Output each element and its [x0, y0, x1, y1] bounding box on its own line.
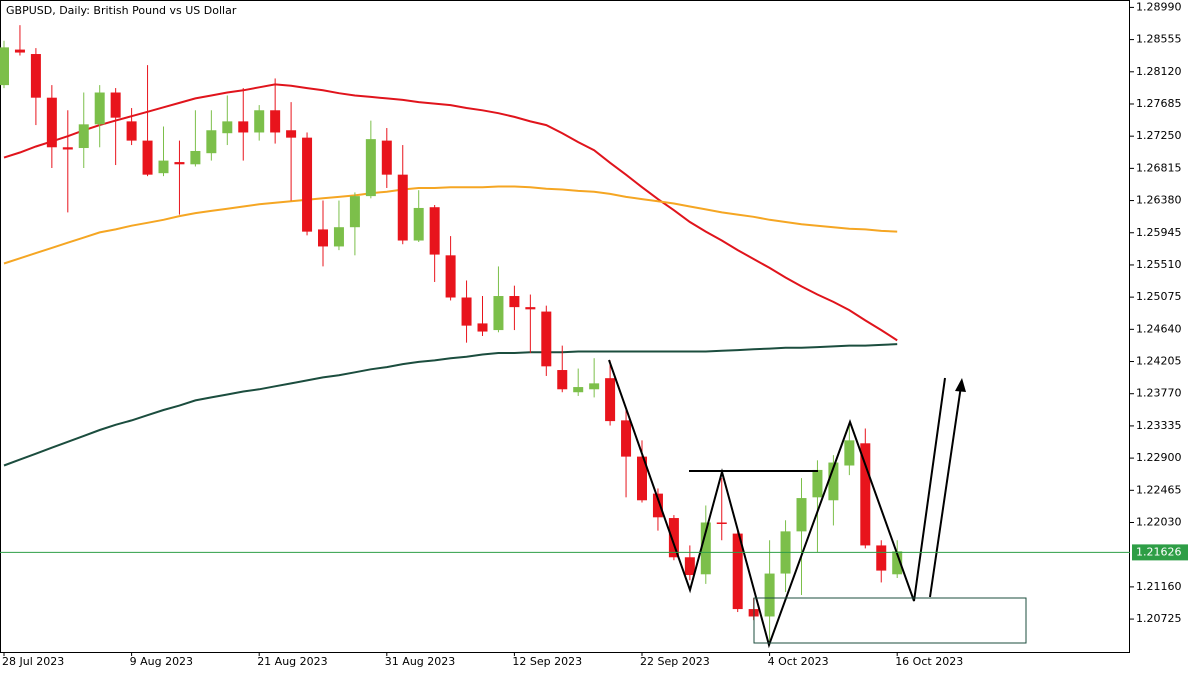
- candle-body: [30, 54, 41, 98]
- arrow-line: [929, 385, 962, 598]
- candle-body: [349, 196, 360, 228]
- candle-body: [652, 493, 663, 518]
- candle-body: [413, 207, 424, 241]
- candle-body: [461, 297, 472, 326]
- y-tick-label: 1.22465: [1136, 483, 1182, 496]
- y-tick-label: 1.27250: [1136, 129, 1182, 142]
- y-tick-label: 1.26815: [1136, 161, 1182, 174]
- candle-body: [190, 150, 201, 165]
- candle-body: [302, 137, 313, 232]
- y-tick-label: 1.27685: [1136, 97, 1182, 110]
- candle-body: [493, 296, 504, 331]
- x-tick-label: 28 Jul 2023: [2, 655, 64, 668]
- candle-body: [222, 121, 233, 134]
- candle-body: [589, 383, 600, 390]
- x-tick-label: 9 Aug 2023: [130, 655, 193, 668]
- y-tick-label: 1.28555: [1136, 33, 1182, 46]
- candle-body: [668, 518, 679, 558]
- candle-body: [764, 573, 775, 617]
- y-tick-label: 1.28990: [1136, 0, 1182, 13]
- candle-body: [62, 147, 73, 150]
- candle-body: [828, 462, 839, 501]
- x-tick-label: 21 Aug 2023: [257, 655, 327, 668]
- candle-body: [429, 207, 440, 255]
- candle-body: [14, 49, 25, 53]
- demand-zone: [753, 597, 1027, 644]
- candle-body: [46, 97, 57, 148]
- candle-body: [860, 443, 871, 546]
- candle-body: [844, 440, 855, 466]
- candle-body: [573, 387, 584, 393]
- candle-body: [684, 557, 695, 576]
- candle-body: [605, 378, 616, 422]
- x-tick-label: 16 Oct 2023: [895, 655, 963, 668]
- x-tick-label: 12 Sep 2023: [512, 655, 582, 668]
- annotations: [608, 359, 1027, 649]
- y-tick-label: 1.25945: [1136, 226, 1182, 239]
- candle-body: [78, 124, 89, 149]
- candle-body: [700, 522, 711, 575]
- arrow-head: [955, 378, 966, 392]
- moving-average-line: [3, 185, 898, 265]
- x-tick-label: 22 Sep 2023: [640, 655, 710, 668]
- candle-body: [365, 139, 376, 197]
- marks: [0, 25, 903, 646]
- x-tick-label: 4 Oct 2023: [768, 655, 829, 668]
- candle-body: [158, 160, 169, 174]
- candle-body: [270, 110, 281, 133]
- candle-body: [94, 92, 105, 125]
- moving-average-line: [3, 83, 898, 342]
- y-tick-label: 1.22900: [1136, 451, 1182, 464]
- candle-body: [238, 121, 249, 133]
- candle-body: [876, 545, 887, 571]
- candle-body: [110, 92, 121, 118]
- candle-body: [206, 130, 217, 154]
- zigzag-drawing: [608, 359, 946, 649]
- candle-body: [541, 311, 552, 367]
- candle-body: [477, 323, 488, 332]
- y-tick-label: 1.23770: [1136, 387, 1182, 400]
- candle-body: [716, 522, 727, 524]
- candle-body: [381, 140, 392, 175]
- y-tick-label: 1.24205: [1136, 355, 1182, 368]
- candle-body: [796, 498, 807, 532]
- candle-body: [525, 307, 536, 310]
- y-tick-label: 1.21160: [1136, 580, 1182, 593]
- candle-body: [397, 174, 408, 241]
- candle-body: [174, 162, 185, 165]
- candle-body: [333, 227, 344, 247]
- current-price-badge: [1132, 544, 1188, 561]
- plot-frame: [0, 0, 1130, 653]
- candle-body: [509, 296, 520, 308]
- candle-body: [621, 420, 632, 457]
- candle-body: [445, 255, 456, 298]
- chart-title: GBPUSD, Daily: British Pound vs US Dolla…: [6, 4, 237, 17]
- candle-body: [254, 110, 265, 133]
- candle-body: [0, 47, 9, 86]
- candle-body: [557, 370, 568, 390]
- candle-body: [812, 469, 823, 498]
- candle-body: [318, 229, 328, 247]
- candle-body: [286, 130, 297, 138]
- y-tick-label: 1.28120: [1136, 65, 1182, 78]
- y-tick-label: 1.20725: [1136, 612, 1182, 625]
- y-tick-label: 1.25510: [1136, 258, 1182, 271]
- x-tick-label: 31 Aug 2023: [385, 655, 455, 668]
- y-tick-label: 1.24640: [1136, 322, 1182, 335]
- candle-body: [142, 140, 153, 175]
- y-tick-label: 1.23335: [1136, 419, 1182, 432]
- y-tick-label: 1.22030: [1136, 515, 1182, 528]
- candle-body: [732, 533, 743, 610]
- moving-average-line: [3, 343, 898, 467]
- candle-body: [126, 121, 137, 141]
- candle-body: [637, 456, 647, 501]
- y-tick-label: 1.25075: [1136, 290, 1182, 303]
- current-price-label: 1.21626: [1136, 545, 1182, 558]
- candle-body: [892, 551, 903, 575]
- y-tick-label: 1.26380: [1136, 194, 1182, 207]
